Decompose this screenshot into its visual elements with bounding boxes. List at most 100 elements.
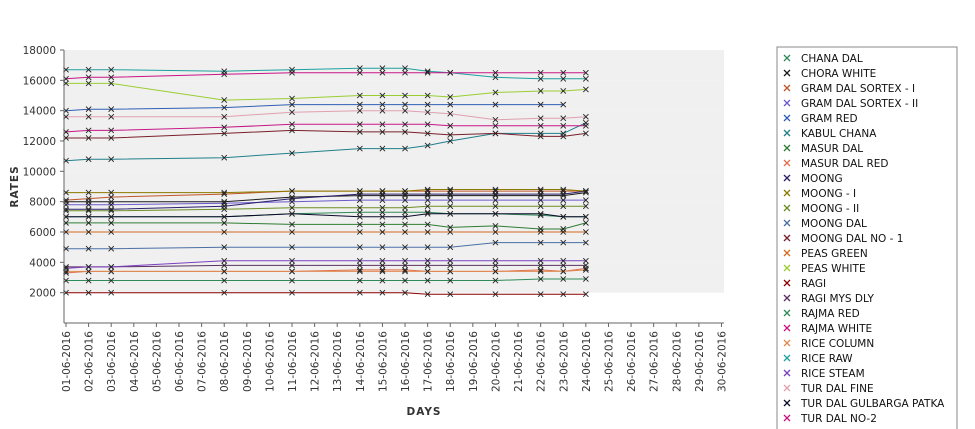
legend-entry[interactable]: TUR DAL FINE [800, 383, 874, 395]
data-point [582, 113, 589, 120]
data-point [447, 224, 454, 231]
data-point [402, 229, 408, 235]
legend-entry[interactable]: RAGI [801, 278, 826, 290]
data-point [492, 223, 499, 229]
legend-entry[interactable]: MOONG - I [801, 188, 856, 200]
data-point [221, 191, 228, 198]
data-point [447, 110, 454, 117]
legend-entry[interactable]: KABUL CHANA [801, 128, 877, 140]
data-point [108, 74, 115, 81]
legend-entry[interactable]: RAGI MYS DLY [801, 293, 874, 305]
y-tick-label: 16000 [23, 75, 56, 87]
data-point [447, 122, 454, 129]
data-point [379, 229, 386, 235]
data-point [85, 289, 92, 296]
data-point [289, 69, 295, 76]
legend-entry[interactable]: RAJMA RED [801, 308, 860, 320]
data-point [221, 277, 228, 284]
data-point [447, 257, 454, 264]
legend-entry[interactable]: TUR DAL GULBARGA PATKA [800, 398, 945, 410]
data-point [221, 219, 228, 226]
data-point [402, 128, 408, 135]
data-point [492, 69, 499, 76]
data-point [537, 262, 544, 269]
data-point [424, 277, 431, 284]
y-tick-label: 18000 [23, 45, 56, 57]
data-point [447, 291, 454, 298]
series-line [66, 110, 586, 121]
data-point [379, 257, 386, 264]
legend-entry[interactable]: MOONG DAL [801, 218, 867, 230]
legend-entry[interactable]: GRAM RED [801, 113, 858, 125]
x-tick-label: 30-06-2016 [716, 331, 728, 392]
legend-entry[interactable]: MASUR DAL RED [801, 158, 889, 170]
data-point [379, 244, 386, 251]
legend-entry[interactable]: MOONG DAL NO - 1 [801, 233, 903, 245]
data-point [402, 204, 408, 211]
grid-band [64, 171, 724, 202]
data-point [379, 69, 386, 76]
x-tick-label: 09-06-2016 [242, 331, 254, 392]
data-point [447, 192, 454, 199]
data-point [424, 101, 431, 108]
legend-entry[interactable]: MASUR DAL [801, 143, 863, 155]
data-point [424, 203, 431, 210]
x-tick-label: 23-06-2016 [558, 331, 570, 392]
data-point [356, 244, 363, 251]
x-tick-labels: 01-06-2016 02-06-2016 03-06-2016 04-06-2016… [61, 331, 728, 392]
data-point [424, 92, 431, 99]
legend-entry[interactable]: RICE RAW [801, 353, 853, 365]
legend-entry[interactable]: PEAS GREEN [801, 248, 868, 260]
data-point [582, 262, 589, 269]
data-point [289, 204, 295, 211]
data-point [289, 210, 295, 217]
data-point [447, 229, 454, 235]
data-point [582, 213, 589, 220]
data-point [379, 92, 386, 99]
legend-marker [783, 54, 791, 62]
data-point [289, 289, 295, 296]
legend-entry[interactable]: CHORA WHITE [801, 68, 876, 80]
legend-entry[interactable]: RICE STEAM [801, 368, 865, 380]
data-point [492, 291, 499, 298]
x-tick-label: 05-06-2016 [151, 331, 163, 392]
data-point [424, 244, 431, 251]
data-point [356, 229, 363, 235]
data-point [289, 95, 295, 102]
legend-entry[interactable]: RAJMA WHITE [801, 323, 872, 335]
data-point [447, 69, 454, 76]
legend-entry[interactable]: MOONG - II [801, 203, 859, 215]
legend-entry[interactable]: TUR DAL NO-2 [800, 413, 877, 425]
data-point [221, 189, 228, 196]
legend-entry[interactable]: MOONG [801, 173, 843, 185]
legend-marker [783, 99, 791, 107]
data-point [289, 121, 295, 128]
data-point [537, 69, 544, 76]
data-point [447, 186, 454, 193]
legend-entry[interactable]: GRAM DAL SORTEX - II [801, 98, 918, 110]
legend-marker [783, 354, 791, 362]
data-point [402, 92, 408, 99]
legend-entry[interactable]: RICE COLUMN [801, 338, 874, 350]
data-point [108, 156, 115, 163]
legend-entry[interactable]: CHANA DAL [801, 53, 863, 65]
legend-marker [783, 339, 791, 347]
data-point [492, 191, 499, 198]
legend-marker [783, 414, 791, 422]
x-tick-label: 02-06-2016 [84, 331, 96, 392]
x-tick-label: 21-06-2016 [513, 331, 525, 392]
data-point [582, 130, 589, 137]
data-point [379, 107, 386, 114]
data-point [379, 221, 386, 228]
series-line [65, 122, 587, 162]
series-line [66, 269, 586, 272]
series-line [66, 190, 586, 210]
data-point [424, 210, 431, 217]
legend-entry[interactable]: GRAM DAL SORTEX - I [801, 83, 915, 95]
data-point [356, 204, 363, 211]
x-tick-label: 17-06-2016 [423, 331, 435, 392]
data-point [424, 257, 431, 264]
data-point [289, 244, 295, 251]
legend-entry[interactable]: PEAS WHITE [801, 263, 866, 275]
data-point [537, 210, 544, 217]
